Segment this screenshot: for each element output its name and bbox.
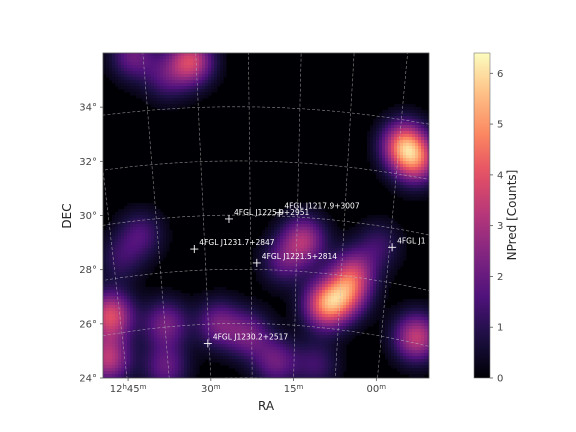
source-label: 4FGL J1217.9+3007 [284,202,360,211]
colorbar-frame [473,52,491,379]
colorbar-tick-label: 4 [497,170,503,181]
y-tick-label: 30° [79,211,97,222]
x-tick-label: 15m [284,383,304,395]
source-label: 4FGL J1225.9+2951 [234,208,310,217]
dec-gridline [103,269,429,291]
ra-gridline [142,53,170,378]
colorbar-tick-label: 3 [497,221,503,232]
colorbar-label: NPred [Counts] [505,170,519,261]
colorbar-gradient [474,53,490,378]
x-tick-label: 00m [367,383,387,395]
colorbar-ticks: 0 1 2 3 4 5 6 [490,69,503,385]
ra-axis-ticks: 12h45m 30m 15m 00m [110,378,387,395]
y-tick-label: 26° [79,319,97,330]
dec-axis-ticks: 24° 26° 28° 30° 32° 34° [79,103,103,385]
source-marker: 4FGL J1217.9+3007 [275,202,360,217]
source-cross [190,245,199,254]
colorbar-tick-label: 2 [497,272,503,283]
colorbar: 0 1 2 3 4 5 6 NPred [Counts] [473,52,519,385]
y-tick-label: 32° [79,157,97,168]
source-label: 4FGL J1 [397,236,426,245]
source-marker: 4FGL J1 [388,236,426,252]
ra-gridline [293,53,302,378]
source-marker: 4FGL J1221.5+2814 [252,252,338,267]
colorbar-tick-label: 0 [497,374,503,385]
dec-gridline [103,160,429,180]
colorbar-tick-label: 1 [497,323,503,334]
source-marker: 4FGL J1225.9+2951 [224,208,310,223]
ra-gridline [248,53,253,378]
source-label: 4FGL J1230.2+2517 [213,332,289,341]
x-axis-label: RA [258,399,275,413]
x-tick-label: 12h45m [110,383,147,395]
y-tick-label: 24° [79,374,97,385]
x-tick-label: 30m [201,383,221,395]
source-marker: 4FGL J1230.2+2517 [203,332,289,348]
colorbar-tick-label: 5 [497,120,503,131]
coordinate-grid [103,53,429,378]
source-cross [252,258,261,267]
ra-gridline [335,53,355,378]
source-marker: 4FGL J1231.7+2847 [190,238,275,254]
source-label: 4FGL J1231.7+2847 [199,238,275,247]
y-tick-label: 28° [79,265,97,276]
ra-gridline [195,53,212,378]
y-axis-label: DEC [60,203,74,228]
source-cross [275,208,284,217]
dec-gridline [103,323,429,347]
source-cross [224,214,233,223]
source-cross [388,243,397,252]
dec-gridline [103,214,429,236]
colorbar-tick-label: 6 [497,69,503,80]
source-cross [203,339,212,348]
y-tick-label: 34° [79,103,97,114]
source-label: 4FGL J1221.5+2814 [262,252,338,261]
